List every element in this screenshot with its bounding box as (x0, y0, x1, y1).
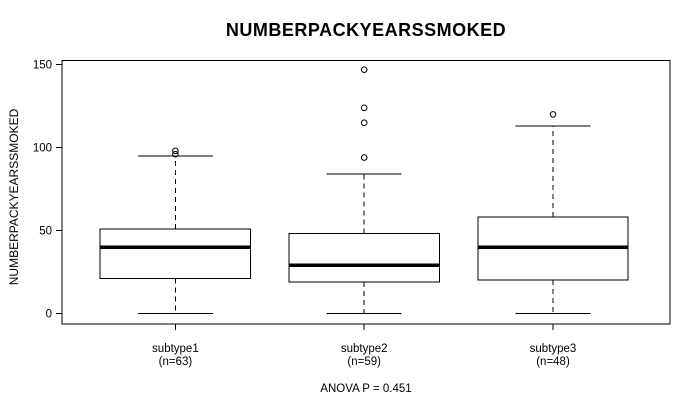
outlier-point (360, 66, 368, 73)
group-n-label: (n=63) (159, 356, 193, 368)
group-label: subtype2 (341, 343, 388, 355)
plot-frame (61, 60, 671, 325)
outlier-point (360, 154, 368, 161)
y-tick-label: 100 (33, 143, 52, 155)
outlier-point (360, 119, 368, 127)
group-n-label: (n=48) (536, 356, 570, 368)
group-n-label: (n=59) (347, 356, 381, 368)
outlier-point (172, 150, 179, 158)
group-label: subtype1 (152, 343, 199, 355)
chart-title: NUMBERPACKYEARSSMOKED (225, 20, 507, 40)
y-tick-label: 150 (33, 60, 52, 72)
box-rect (99, 228, 252, 279)
outlier-point (172, 147, 179, 155)
group-label: subtype3 (530, 343, 577, 355)
outlier-point (549, 111, 557, 118)
y-tick-label: 50 (39, 225, 52, 237)
y-tick-label: 0 (46, 308, 52, 320)
anova-note: ANOVA P = 0.451 (320, 383, 412, 395)
outlier-point (360, 104, 368, 112)
box-rect (288, 233, 440, 283)
